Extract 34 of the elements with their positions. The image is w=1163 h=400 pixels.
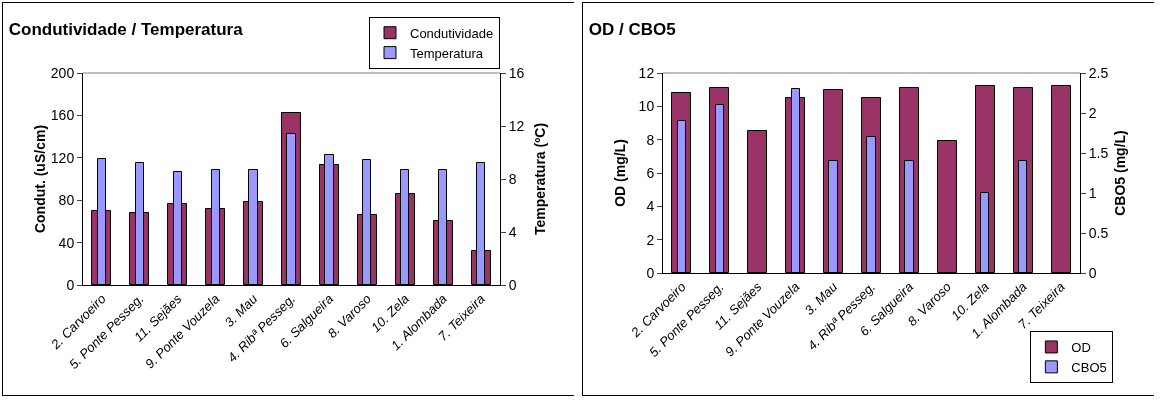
y-tick-label: 0 [646, 264, 655, 281]
y-tick-label: 10 [638, 98, 655, 115]
y-tick-label: 40 [58, 234, 75, 251]
y-tick-label: 120 [50, 149, 75, 166]
y-tick-label: 2 [646, 231, 655, 248]
y-tick-label: 200 [50, 64, 75, 81]
y2-tick-label: 0 [508, 276, 517, 293]
legend-label: Temperatura [410, 45, 484, 61]
y2-tick-label: 16 [508, 64, 525, 81]
y2-tick-label: 1.5 [1088, 144, 1109, 161]
y2-axis-title: CBO5 (mg/L) [1112, 130, 1128, 216]
y2-tick-label: 12 [508, 117, 525, 134]
y-tick-label: 4 [646, 198, 655, 215]
y-tick-label: 160 [50, 107, 75, 124]
y2-tick-label: 1 [1088, 184, 1097, 201]
y2-tick-label: 8 [508, 170, 517, 187]
y-tick-label: 8 [646, 131, 655, 148]
y2-tick-label: 2 [1088, 104, 1097, 121]
y2-tick-label: 0 [1088, 264, 1097, 281]
y2-axis-title: Temperatura (ºC) [532, 122, 548, 236]
y-axis-title: Condut. (uS/cm) [32, 124, 48, 234]
chart-title: Condutividade / Temperatura [8, 19, 244, 39]
y-tick-label: 80 [58, 192, 75, 209]
legend-label: CBO5 [1071, 359, 1107, 375]
y2-tick-label: 4 [508, 223, 517, 240]
y2-tick-label: 2.5 [1088, 64, 1109, 81]
legend-label: OD [1071, 340, 1091, 356]
y-tick-label: 6 [646, 164, 655, 181]
y-tick-label: 0 [66, 276, 75, 293]
chart-title: OD / CBO5 [588, 19, 676, 39]
y-axis-title: OD (mg/L) [612, 139, 628, 207]
y2-tick-label: 0.5 [1088, 224, 1109, 241]
legend-label: Condutividade [410, 25, 494, 41]
y-tick-label: 12 [638, 64, 655, 81]
